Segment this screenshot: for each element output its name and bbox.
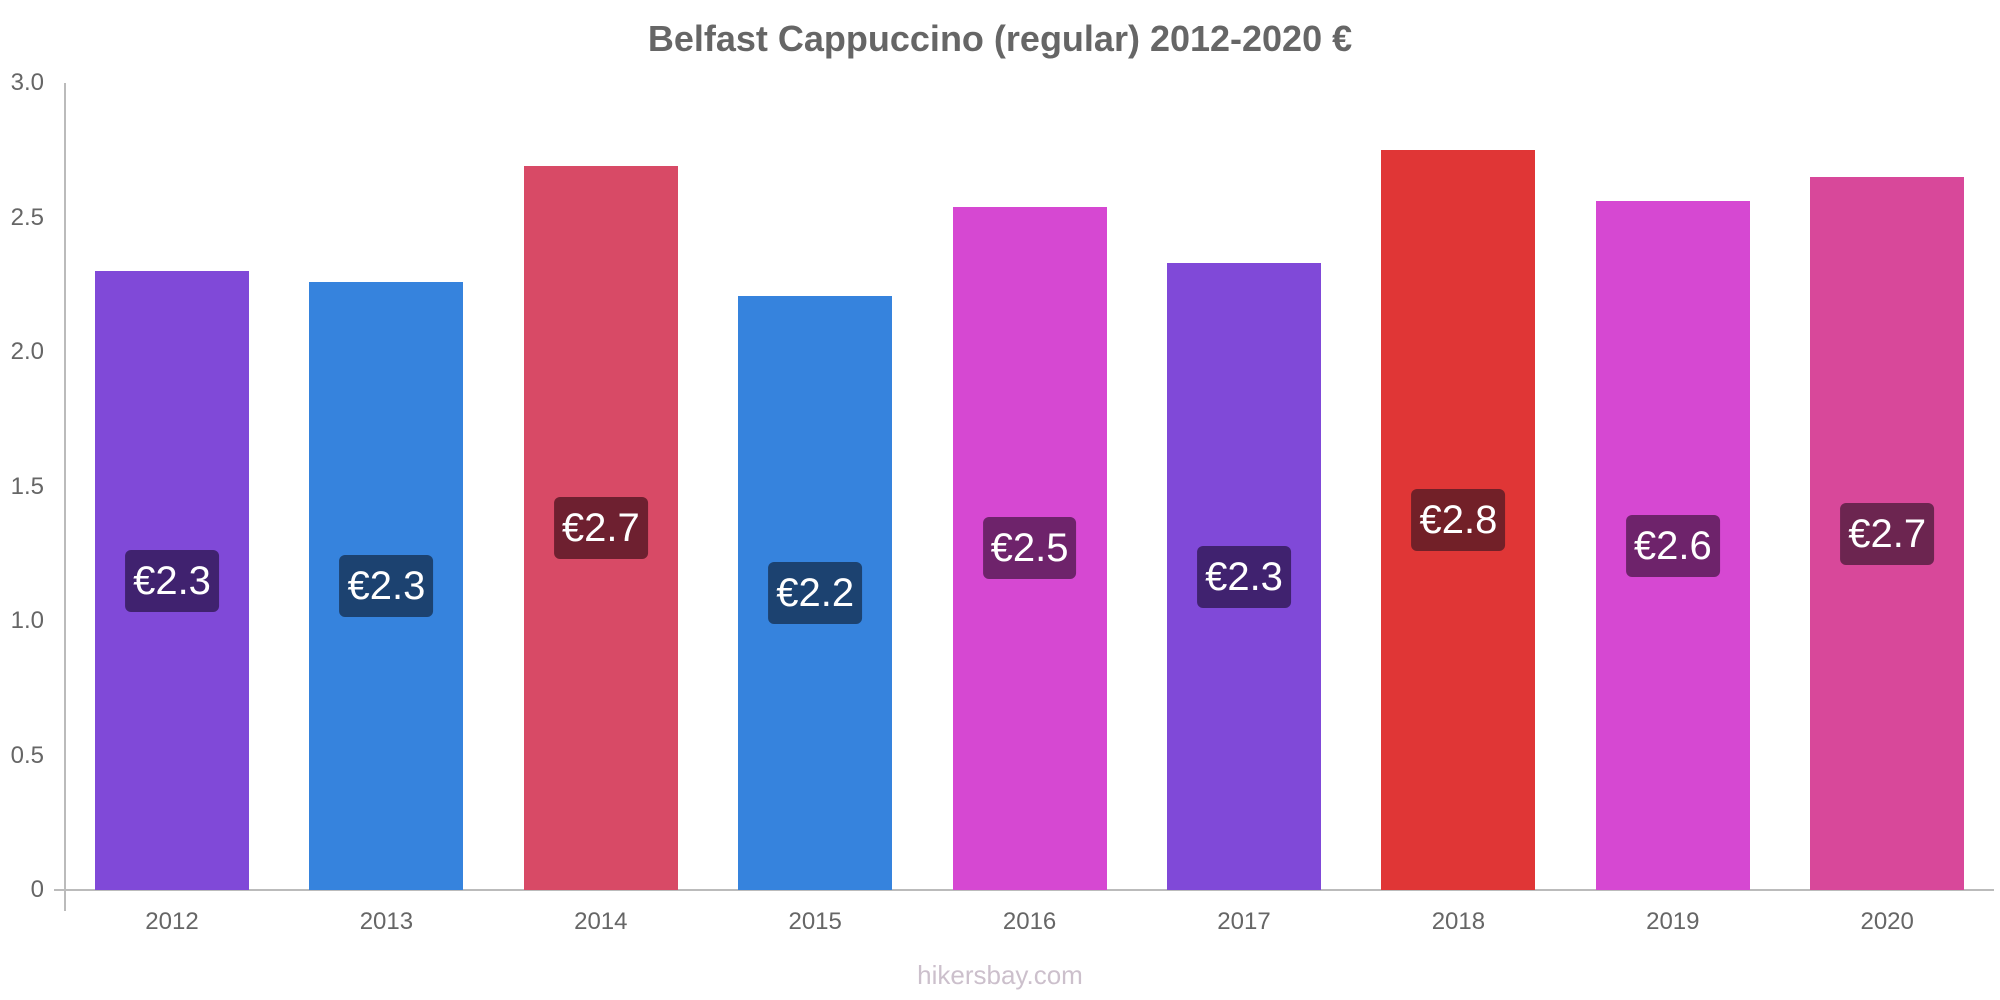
bar-value-label: €2.2: [768, 561, 863, 624]
x-axis-line: [54, 889, 1994, 891]
bar-value-label: €2.3: [339, 555, 434, 618]
bar-value-label: €2.5: [982, 517, 1077, 580]
bar-2015: €2.2: [738, 295, 893, 890]
bar-value-label: €2.8: [1411, 489, 1506, 552]
y-tick-label: 0.5: [10, 741, 44, 769]
bar-2012: €2.3: [95, 271, 249, 890]
bar-value-label: €2.7: [1840, 502, 1935, 565]
x-tick-label: 2014: [574, 908, 628, 935]
y-tick-label: 0: [30, 876, 44, 903]
x-tick-label: 2020: [1860, 908, 1914, 935]
bar-2013: €2.3: [309, 282, 464, 890]
y-axis-line: [64, 83, 66, 911]
bar-2019: €2.6: [1595, 201, 1750, 890]
y-tick-label: 3.0: [10, 69, 44, 96]
x-tick-label: 2013: [359, 908, 414, 935]
bar-value-label: €2.6: [1625, 514, 1720, 577]
bar-2017: €2.3: [1167, 263, 1321, 890]
y-tick-label: 2.5: [10, 203, 44, 231]
bar-2020: €2.7: [1810, 177, 1965, 890]
chart-title: Belfast Cappuccino (regular) 2012-2020 €: [647, 18, 1353, 59]
y-tick-label: 1.0: [10, 607, 44, 634]
bar-2014: €2.7: [523, 166, 678, 890]
x-tick-label: 2019: [1646, 908, 1700, 935]
bar-2018: €2.8: [1381, 150, 1536, 890]
x-tick-label: 2015: [788, 908, 842, 935]
y-tick-mark: [54, 889, 64, 891]
x-tick-label: 2017: [1217, 908, 1271, 935]
y-tick-label: 2.0: [10, 338, 44, 365]
bar-value-label: €2.3: [125, 549, 219, 612]
watermark: hikersbay.com: [917, 960, 1083, 990]
bar-2016: €2.5: [952, 206, 1107, 890]
x-tick-label: 2018: [1431, 908, 1486, 935]
bar-value-label: €2.7: [553, 497, 648, 560]
x-tick-label: 2012: [145, 908, 199, 935]
bar-value-label: €2.3: [1197, 545, 1291, 608]
x-tick-label: 2016: [1002, 908, 1057, 935]
y-tick-label: 1.5: [10, 472, 44, 500]
